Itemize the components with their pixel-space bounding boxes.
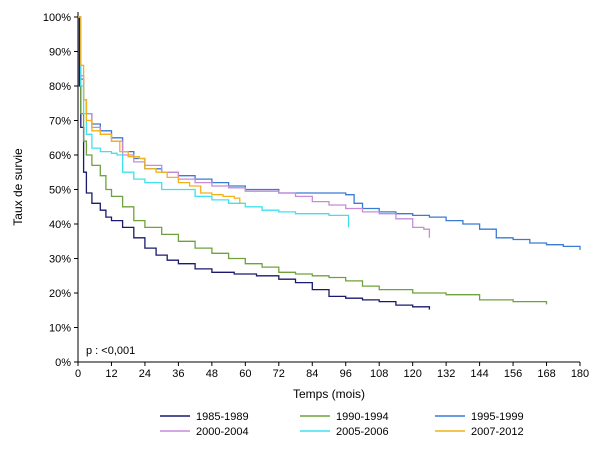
y-tick-label: 0%	[55, 357, 71, 369]
y-tick-label: 40%	[49, 219, 71, 231]
y-axis-ticks: 0% 10% 20% 30% 40% 50% 60% 70% 80% 90% 100%	[43, 12, 78, 369]
y-tick-label: 10%	[49, 323, 71, 335]
x-tick-label: 0	[75, 368, 81, 380]
series-line-2007-2012	[78, 16, 241, 204]
series-line-1990-1994	[78, 16, 548, 305]
x-tick-label: 60	[239, 368, 251, 380]
legend-label-1995-1999: 1995-1999	[471, 411, 524, 423]
x-tick-label: 48	[206, 368, 218, 380]
x-tick-label: 120	[403, 368, 421, 380]
legend-label-2000-2004: 2000-2004	[196, 426, 249, 438]
series-line-2000-2004	[78, 16, 431, 238]
x-axis-label: Temps (mois)	[293, 387, 365, 401]
series-line-1985-1989	[78, 16, 431, 310]
p-value-annotation: p : <0,001	[86, 345, 135, 357]
legend-label-2007-2012: 2007-2012	[471, 426, 524, 438]
y-tick-label: 50%	[49, 185, 71, 197]
y-tick-label: 90%	[49, 47, 71, 59]
x-tick-label: 180	[571, 368, 589, 380]
x-axis-ticks: 0 12 24 36 48 60 72 84 96 108 120 132 144 156 168 180	[75, 362, 589, 380]
x-tick-label: 144	[470, 368, 488, 380]
x-tick-label: 108	[370, 368, 388, 380]
x-tick-label: 72	[273, 368, 285, 380]
series-line-2005-2006	[78, 16, 350, 228]
legend-label-1990-1994: 1990-1994	[336, 411, 389, 423]
x-tick-label: 96	[340, 368, 352, 380]
x-tick-label: 36	[172, 368, 184, 380]
x-tick-label: 24	[139, 368, 151, 380]
y-tick-label: 60%	[49, 150, 71, 162]
y-tick-label: 20%	[49, 288, 71, 300]
y-tick-label: 70%	[49, 116, 71, 128]
series-layer	[78, 16, 581, 310]
legend-label-1985-1989: 1985-1989	[196, 411, 249, 423]
y-tick-label: 100%	[43, 12, 71, 24]
y-tick-label: 80%	[49, 81, 71, 93]
legend-label-2005-2006: 2005-2006	[336, 426, 389, 438]
x-tick-label: 84	[306, 368, 318, 380]
legend: 1985-1989 1990-1994 1995-1999 2000-2004 2005…	[160, 411, 524, 438]
x-tick-label: 168	[537, 368, 555, 380]
x-tick-label: 132	[437, 368, 455, 380]
x-tick-label: 12	[105, 368, 117, 380]
x-tick-label: 156	[504, 368, 522, 380]
y-axis-label: Taux de survie	[11, 148, 25, 226]
y-tick-label: 30%	[49, 254, 71, 266]
